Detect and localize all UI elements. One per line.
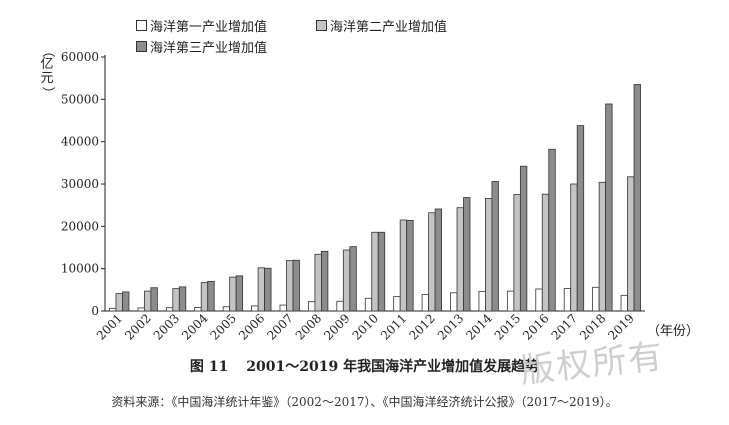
y-tick-label: 60000 [61,50,99,64]
x-tick-label: 2009 [321,311,352,342]
bar-3-2004 [207,280,215,312]
x-tick-label: 2016 [520,311,551,342]
figure-number: 图 11 [189,359,229,375]
bar-3-2016 [548,148,556,312]
bar-3-2015 [519,165,528,312]
x-tick-label: 2011 [378,311,409,342]
bar-2-2015 [513,194,521,312]
bar-3-2013 [463,197,471,312]
bar-3-2001 [122,291,130,312]
bar-3-2007 [292,259,300,312]
bar-1-2007 [279,304,287,312]
bar-1-2013 [450,292,458,312]
x-tick-label: 2014 [463,311,495,343]
bar-3-2005 [235,275,244,312]
legend-item-3: 海洋第三产业增加值 [136,37,267,56]
x-tick-label: 2015 [492,311,523,342]
bar-2-2005 [229,276,237,312]
y-tick-label: 30000 [61,177,99,191]
figure-caption: 图 11 2001～2019 年我国海洋产业增加值发展趋势 [0,356,729,376]
bar-3-2003 [178,286,187,312]
bar-3-2019 [633,84,641,312]
bar-2-2016 [541,193,550,312]
bar-1-2002 [137,307,145,312]
x-tick-label: 2007 [264,311,295,342]
legend-label-1: 海洋第一产业增加值 [150,20,268,35]
bar-1-2004 [194,307,202,312]
bar-1-2001 [109,307,117,312]
bar-1-2014 [478,291,486,312]
bar-2-2007 [286,260,294,312]
bar-2-2013 [456,207,464,312]
x-tick-label: 2005 [208,311,239,342]
bar-3-2011 [406,220,414,312]
bar-2-2012 [428,212,436,312]
y-tick-label: 10000 [61,262,99,276]
bar-3-2009 [349,246,357,312]
y-tick-label: 50000 [61,92,99,106]
x-tick-label: 2013 [435,311,466,342]
bar-3-2010 [377,231,386,312]
x-tick-label: 2006 [236,311,267,342]
legend-item-2: 海洋第二产业增加值 [316,16,447,35]
x-tick-label: 2008 [293,311,324,342]
bar-3-2002 [150,287,158,312]
legend-label-2: 海洋第二产业增加值 [330,20,448,35]
bar-3-2006 [264,267,272,312]
bar-1-2003 [165,307,174,312]
bar-1-2009 [336,300,344,312]
bar-2-2018 [598,181,607,312]
x-tick-label: 2010 [350,311,381,342]
x-tick-label: 2004 [179,311,211,343]
bar-2-2019 [627,176,635,312]
bar-2-2004 [200,282,209,312]
bar-2-2010 [371,231,379,312]
source-note: 资料来源：《中国海洋统计年鉴》（2002～2017）、《中国海洋经济统计公报》（… [111,395,618,409]
bar-3-2018 [605,103,613,312]
figure-title: 2001～2019 年我国海洋产业增加值发展趋势 [246,359,540,375]
bar-1-2011 [393,296,401,312]
bar-1-2010 [364,297,373,312]
bar-2-2002 [143,290,152,312]
bar-1-2006 [251,305,259,312]
bar-1-2008 [308,301,316,312]
legend-item-1: 海洋第一产业增加值 [136,16,267,35]
x-axis-unit: （年份） [647,324,699,339]
bar-2-2011 [399,219,408,312]
bar-2-2009 [342,249,351,312]
bar-1-2017 [563,288,572,312]
bar-1-2019 [620,294,628,312]
legend-swatch-1 [136,20,147,31]
bar-1-2005 [222,306,231,312]
legend-swatch-3 [136,41,147,52]
bar-1-2018 [592,286,600,312]
bar-3-2014 [491,181,499,312]
x-tick-label: 2002 [122,311,153,342]
bar-3-2017 [576,125,585,312]
y-tick-label: 20000 [61,219,99,233]
bar-2-2008 [314,253,322,312]
y-tick-label: 40000 [61,135,99,149]
bar-3-2008 [321,250,329,312]
bar-1-2015 [506,290,515,312]
bar-2-2006 [257,267,265,312]
legend-swatch-2 [316,20,327,31]
bar-2-2017 [570,183,578,312]
chart: 0100002000030000400005000060000200120022… [61,50,699,343]
bar-3-2012 [434,208,442,312]
legend-label-3: 海洋第三产业增加值 [150,41,268,56]
bar-1-2016 [535,288,543,312]
y-axis-unit: （亿元） [40,44,55,100]
bar-2-2003 [172,288,180,312]
x-tick-label: 2003 [151,311,182,342]
bar-1-2012 [421,294,429,312]
bar-2-2001 [115,293,123,312]
bar-2-2014 [485,197,493,312]
x-tick-label: 2012 [406,311,437,342]
y-tick-label: 0 [91,304,99,318]
